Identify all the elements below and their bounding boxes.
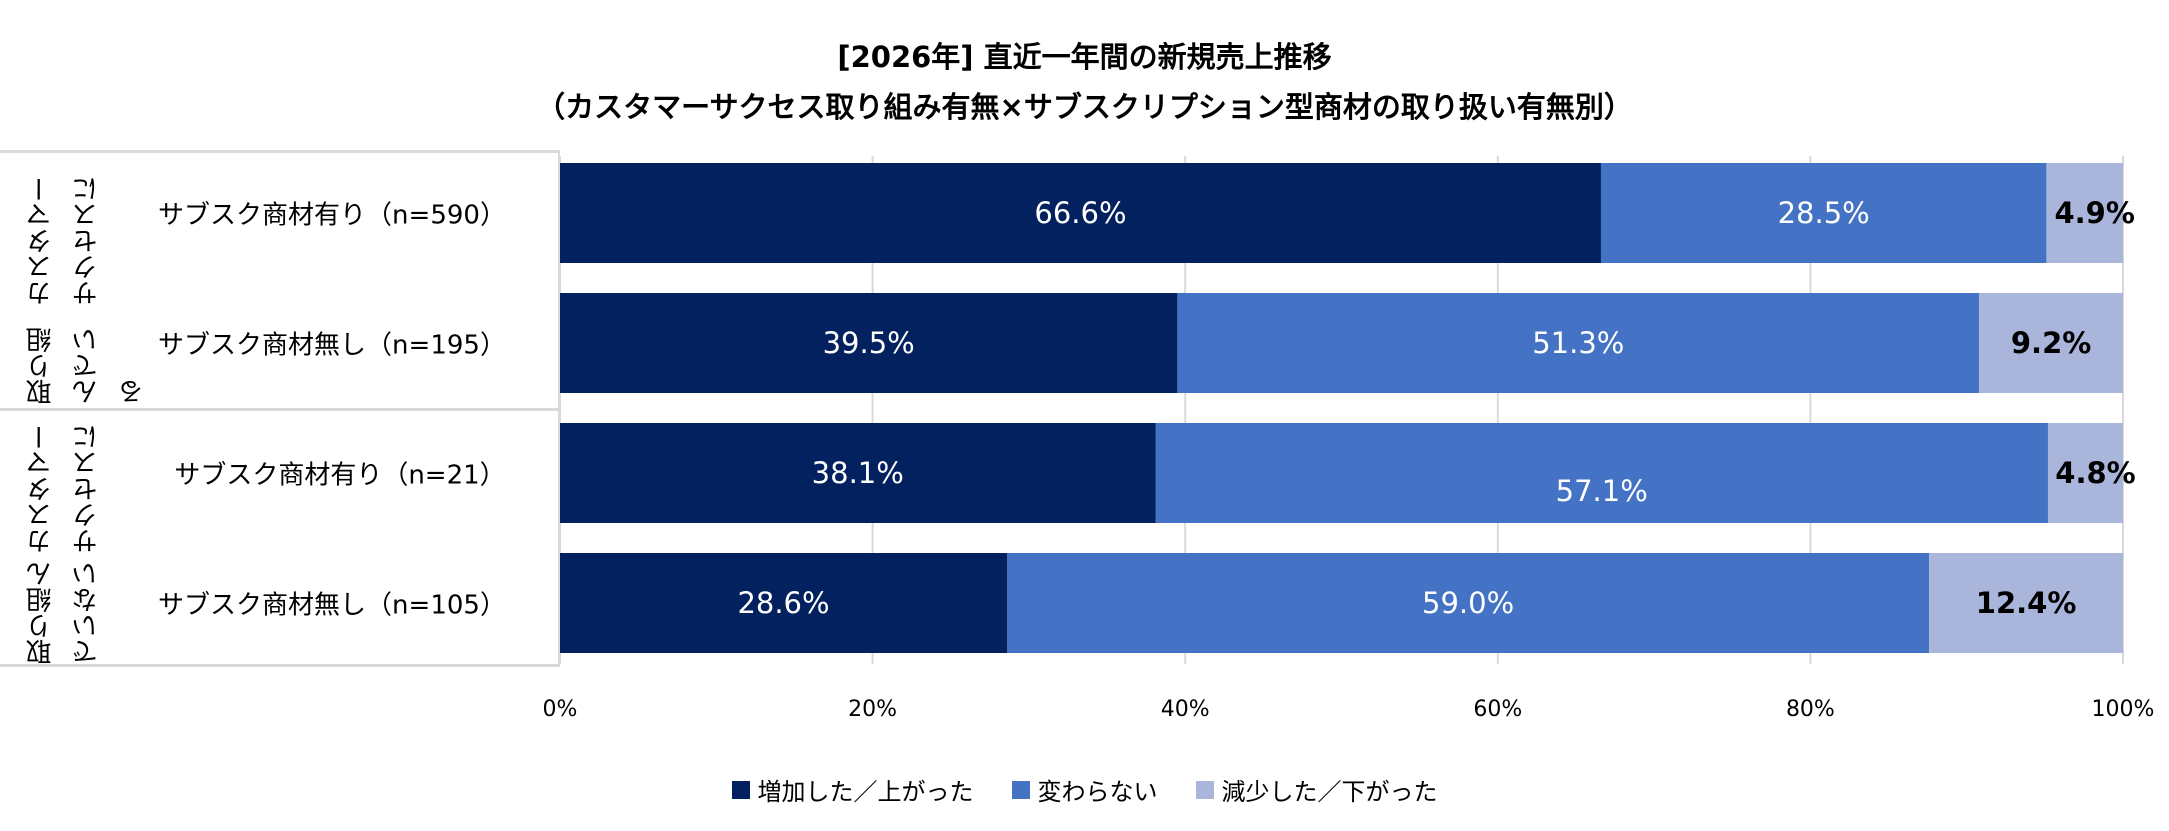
- bar-segment: [1979, 293, 2123, 393]
- data-label: 38.1%: [812, 456, 904, 490]
- chart-title: [2026年] 直近一年間の新規売上推移: [837, 40, 1332, 74]
- bar-segment: [2046, 163, 2123, 263]
- legend-item: 増加した／上がった: [731, 772, 974, 807]
- data-label: 4.9%: [2054, 196, 2134, 230]
- legend-swatch: [1011, 780, 1030, 799]
- x-tick-label: 80%: [1786, 697, 1835, 722]
- row-label: サブスク商材有り（n=21）: [174, 460, 506, 491]
- legend-swatch: [1195, 780, 1214, 799]
- legend-swatch: [731, 780, 750, 799]
- legend-label: 増加した／上がった: [757, 778, 974, 806]
- group-divider: [0, 408, 560, 411]
- chart-subtitle: （カスタマーサクセス取り組み有無×サブスクリプション型商材の取り扱い有無別）: [536, 90, 1633, 124]
- bar-segment: [560, 553, 1008, 653]
- bar-segment: [1600, 163, 2047, 263]
- x-tick-label: 60%: [1473, 697, 1522, 722]
- row-label: サブスク商材無し（n=105）: [158, 590, 506, 621]
- data-label: 51.3%: [1532, 326, 1624, 360]
- bar-segment: [1177, 293, 1980, 393]
- row-label: サブスク商材有り（n=590）: [158, 200, 506, 231]
- legend: 増加した／上がった 変わらない 減少した／下がった: [0, 772, 2169, 807]
- legend-item: 減少した／下がった: [1195, 772, 1438, 807]
- x-tick-label: 0%: [543, 697, 578, 722]
- data-label: 12.4%: [1976, 586, 2077, 620]
- x-tick-label: 40%: [1161, 697, 1210, 722]
- x-tick-label: 100%: [2092, 697, 2155, 722]
- data-label: 66.6%: [1034, 196, 1126, 230]
- legend-label: 減少した／下がった: [1221, 778, 1438, 806]
- x-tick-label: 20%: [848, 697, 897, 722]
- bar-segment: [1155, 423, 2048, 523]
- bar-segment: [2047, 423, 2123, 523]
- data-label: 28.6%: [737, 586, 829, 620]
- row-label: サブスク商材無し（n=195）: [158, 330, 506, 361]
- data-label: 28.5%: [1778, 196, 1870, 230]
- bar-segment: [560, 423, 1156, 523]
- data-label: 4.8%: [2055, 456, 2135, 490]
- data-label: 39.5%: [823, 326, 915, 360]
- data-label: 59.0%: [1422, 586, 1514, 620]
- bar-segment: [560, 293, 1178, 393]
- legend-item: 変わらない: [1011, 772, 1158, 807]
- data-label: 9.2%: [2011, 326, 2091, 360]
- bar-segment: [560, 163, 1601, 263]
- data-label: 57.1%: [1556, 474, 1648, 508]
- bar-segment: [1929, 553, 2123, 653]
- bar-segment: [1007, 553, 1930, 653]
- legend-label: 変わらない: [1037, 778, 1158, 806]
